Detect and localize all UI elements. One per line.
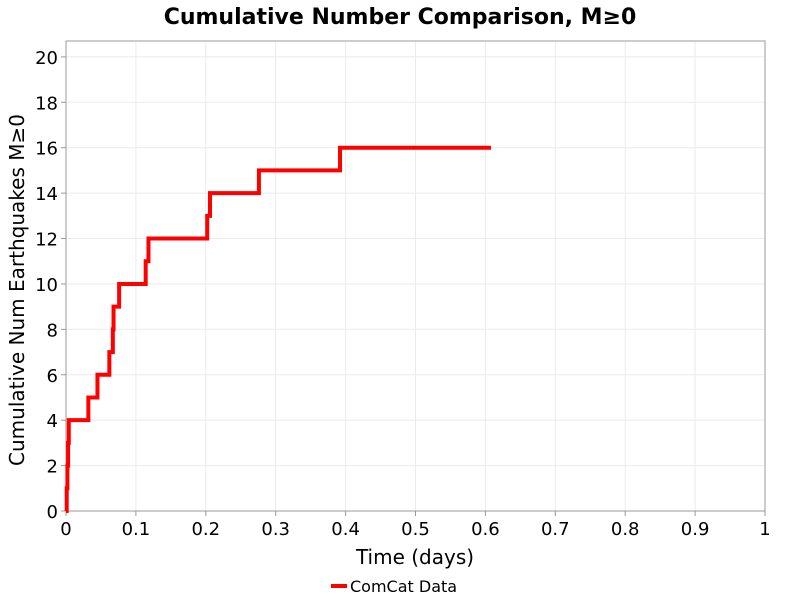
x-tick-label: 0.8	[611, 519, 640, 540]
y-tick-label: 20	[35, 48, 58, 69]
series	[64, 145, 491, 513]
y-tick-label: 4	[47, 411, 58, 432]
x-tick-label: 1	[759, 519, 770, 540]
x-tick-label: 0.7	[541, 519, 570, 540]
y-axis-label: Cumulative Num Earthquakes M≥0	[5, 114, 29, 466]
x-tick-label: 0.2	[191, 519, 220, 540]
y-tick-label: 0	[47, 502, 58, 523]
chart-title: Cumulative Number Comparison, M≥0	[164, 5, 637, 30]
y-tick-label: 18	[35, 93, 58, 114]
y-tick-label: 2	[47, 457, 58, 478]
x-tick-label: 0.5	[401, 519, 430, 540]
y-tick-label: 14	[35, 184, 58, 205]
y-tick-label: 16	[35, 139, 58, 160]
y-tick-label: 12	[35, 230, 58, 251]
grid	[65, 41, 766, 512]
x-tick-label: 0.9	[681, 519, 710, 540]
ticks: 0 0.1 0.2 0.3 0.4 0.5 0.6 0.7 0.8 0.9 102468101214…	[35, 48, 771, 540]
y-tick-label: 8	[47, 320, 58, 341]
legend: ComCat Data	[331, 577, 457, 596]
x-tick-label: 0.4	[331, 519, 360, 540]
legend-label: ComCat Data	[350, 577, 457, 596]
x-tick-label: 0.3	[261, 519, 290, 540]
x-tick-label: 0.6	[471, 519, 500, 540]
x-tick-label: 0	[60, 519, 71, 540]
x-axis-label: Time (days)	[355, 545, 474, 569]
y-tick-label: 6	[47, 366, 58, 387]
x-tick-label: 0.1	[122, 519, 151, 540]
series-line	[64, 145, 491, 513]
y-tick-label: 10	[35, 275, 58, 296]
